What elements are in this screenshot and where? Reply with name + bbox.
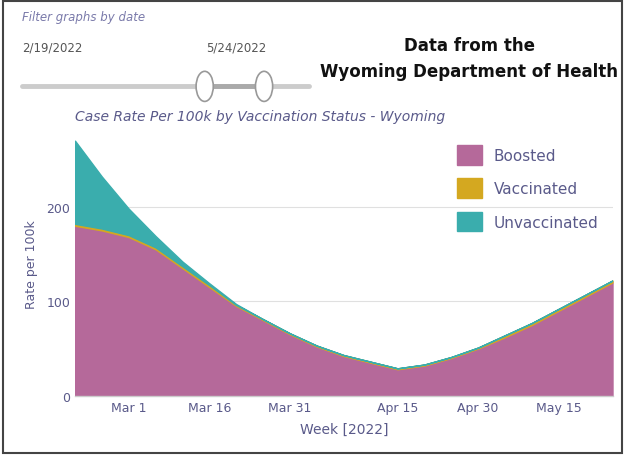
Text: Data from the
Wyoming Department of Health: Data from the Wyoming Department of Heal… [320,37,618,81]
Text: Case Rate Per 100k by Vaccination Status - Wyoming: Case Rate Per 100k by Vaccination Status… [75,110,445,124]
Ellipse shape [256,72,272,102]
Ellipse shape [196,72,213,102]
Text: Filter graphs by date: Filter graphs by date [22,11,145,24]
X-axis label: Week [2022]: Week [2022] [299,422,388,436]
Text: 2/19/2022: 2/19/2022 [22,41,82,54]
Legend: Boosted, Vaccinated, Unvaccinated: Boosted, Vaccinated, Unvaccinated [451,140,605,238]
Y-axis label: Rate per 100k: Rate per 100k [25,220,38,308]
Text: 5/24/2022: 5/24/2022 [206,41,266,54]
